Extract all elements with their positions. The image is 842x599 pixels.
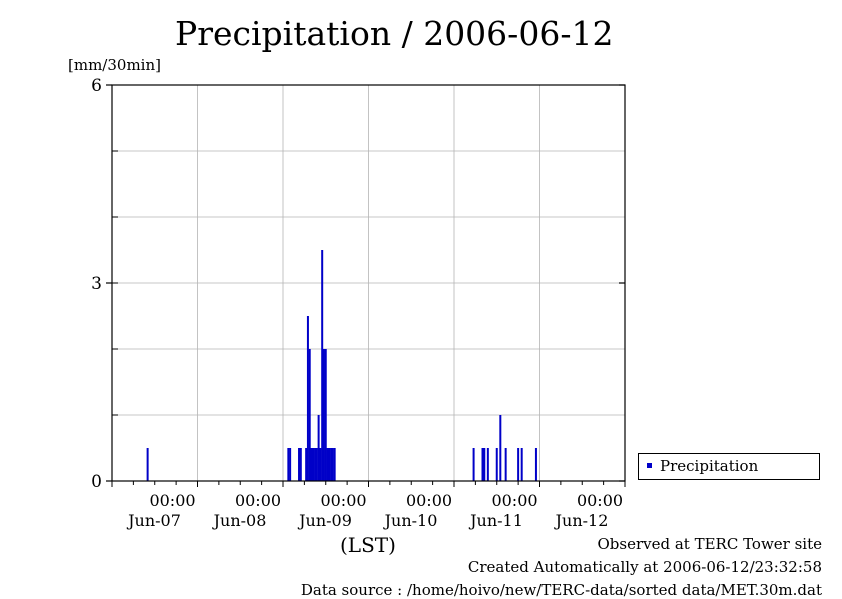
x-tick-time-label: 00:00 [235, 491, 281, 510]
precipitation-bar [328, 448, 331, 481]
precipitation-bars [146, 250, 537, 481]
precipitation-bar [534, 448, 537, 481]
precipitation-bar [483, 448, 486, 481]
precipitation-bar [321, 250, 324, 481]
axis-ticks [106, 84, 626, 487]
footer-observed: Observed at TERC Tower site [597, 535, 822, 553]
y-axis-unit-label: [mm/30min] [68, 56, 161, 74]
precipitation-bar [306, 316, 309, 481]
precipitation-bar [331, 448, 334, 481]
x-tick-time-label: 00:00 [149, 491, 195, 510]
precipitation-bar [472, 448, 475, 481]
precipitation-bar [520, 448, 523, 481]
legend-label: Precipitation [660, 457, 759, 475]
y-tick-label: 0 [91, 472, 102, 492]
precipitation-bar [287, 448, 290, 481]
footer-created: Created Automatically at 2006-06-12/23:3… [467, 558, 822, 576]
y-tick-label: 3 [91, 274, 102, 294]
precipitation-bar [146, 448, 149, 481]
grid-lines [112, 85, 625, 481]
precipitation-bar [308, 349, 311, 481]
x-tick-time-label: 00:00 [320, 491, 366, 510]
axis-tick-labels: 03600:00Jun-0700:00Jun-0800:00Jun-0900:0… [91, 76, 623, 530]
precipitation-bar [499, 415, 502, 481]
precipitation-bar [298, 448, 301, 481]
precipitation-bar [481, 448, 484, 481]
precipitation-bar [314, 448, 317, 481]
precipitation-bar [305, 448, 308, 481]
x-tick-time-label: 00:00 [491, 491, 537, 510]
x-tick-date-label: Jun-10 [383, 511, 438, 530]
x-tick-time-label: 00:00 [577, 491, 623, 510]
precipitation-bar [319, 448, 322, 481]
legend: Precipitation [638, 453, 820, 480]
x-tick-date-label: Jun-08 [212, 511, 267, 530]
precipitation-bar [333, 448, 336, 481]
precipitation-bar [504, 448, 507, 481]
precipitation-bar [495, 448, 498, 481]
precipitation-bar [310, 448, 313, 481]
precipitation-bar [312, 448, 315, 481]
x-tick-date-label: Jun-09 [297, 511, 352, 530]
x-tick-date-label: Jun-07 [126, 511, 181, 530]
legend-swatch [647, 463, 652, 468]
x-axis-label: (LST) [340, 533, 396, 557]
precipitation-bar [517, 448, 520, 481]
x-tick-date-label: Jun-11 [468, 511, 523, 530]
x-tick-date-label: Jun-12 [554, 511, 609, 530]
precipitation-bar [317, 415, 320, 481]
footer-source: Data source : /home/hoivo/new/TERC-data/… [300, 581, 822, 599]
x-tick-time-label: 00:00 [406, 491, 452, 510]
precipitation-bar [486, 448, 489, 481]
precipitation-bar [330, 448, 333, 481]
y-tick-label: 6 [91, 76, 102, 96]
chart-title: Precipitation / 2006-06-12 [175, 14, 614, 53]
precipitation-bar [324, 349, 327, 481]
precipitation-bar [289, 448, 292, 481]
precipitation-bar [315, 448, 318, 481]
precipitation-bar [326, 448, 329, 481]
precipitation-bar [299, 448, 302, 481]
precipitation-bar [322, 349, 325, 481]
